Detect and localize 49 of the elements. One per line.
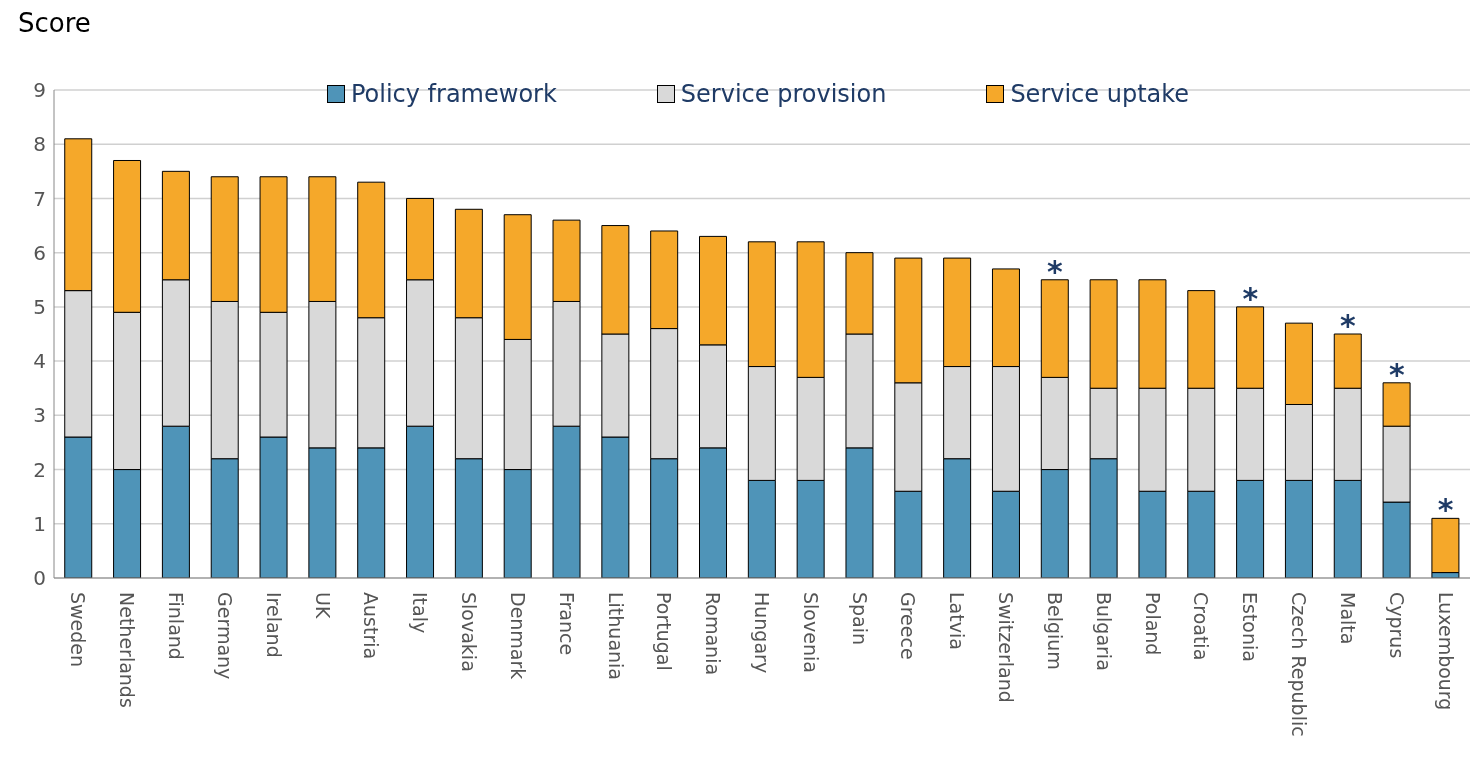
annotation: * <box>1437 492 1454 528</box>
y-tick-label: 3 <box>33 403 46 428</box>
x-tick-label: Sweden <box>67 592 90 668</box>
x-tick-label: Bulgaria <box>1092 592 1115 671</box>
x-tick-label: Austria <box>360 592 383 660</box>
legend-label: Policy framework <box>349 80 557 108</box>
x-tick-label: Spain <box>848 592 871 646</box>
annotation: * <box>1388 356 1405 392</box>
x-tick-label: Malta <box>1336 592 1359 645</box>
x-tick-label: Ireland <box>262 592 285 658</box>
x-tick-label: Belgium <box>1043 592 1066 670</box>
legend-label: Service provision <box>679 80 887 108</box>
y-tick-label: 0 <box>33 566 46 591</box>
annotation: * <box>1340 308 1357 343</box>
x-tick-label: Portugal <box>653 592 676 671</box>
x-tick-label: Slovenia <box>799 592 822 673</box>
x-tick-label: Slovakia <box>458 592 481 672</box>
y-tick-label: 5 <box>33 294 46 319</box>
y-tick-label: 6 <box>33 240 46 265</box>
x-tick-label: Czech Republic <box>1288 592 1311 737</box>
x-tick-label: Lithuania <box>604 592 627 681</box>
x-tick-label: Italy <box>409 592 432 634</box>
x-tick-label: Cyprus <box>1385 592 1408 659</box>
annotation: * <box>1047 253 1064 289</box>
x-tick-label: Netherlands <box>116 592 139 708</box>
x-tick-label: UK <box>311 592 334 619</box>
x-tick-label: Hungary <box>751 592 773 674</box>
x-tick-label: Estonia <box>1239 592 1262 662</box>
annotation: * <box>1242 280 1259 316</box>
x-tick-label: Luxembourg <box>1434 592 1457 711</box>
x-tick-label: Finland <box>165 592 188 660</box>
y-tick-label: 8 <box>33 132 46 157</box>
x-tick-label: Germany <box>213 592 236 680</box>
y-tick-label: 1 <box>33 511 46 536</box>
x-tick-label: Greece <box>897 592 920 660</box>
y-tick-label: 2 <box>33 457 46 482</box>
bar <box>1431 517 1460 574</box>
y-tick-label: 9 <box>33 78 46 103</box>
x-tick-label: Denmark <box>506 592 529 680</box>
legend-label: Service uptake <box>1009 80 1190 108</box>
x-tick-label: France <box>555 592 578 656</box>
y-tick-label: 7 <box>33 186 46 211</box>
y-axis-title: Score <box>18 8 91 38</box>
x-tick-label: Switzerland <box>995 592 1018 703</box>
x-tick-label: Romania <box>702 592 725 676</box>
x-tick-label: Latvia <box>946 592 969 650</box>
y-tick-label: 4 <box>33 349 46 374</box>
x-tick-label: Croatia <box>1190 592 1213 661</box>
x-tick-label: Poland <box>1141 592 1164 656</box>
